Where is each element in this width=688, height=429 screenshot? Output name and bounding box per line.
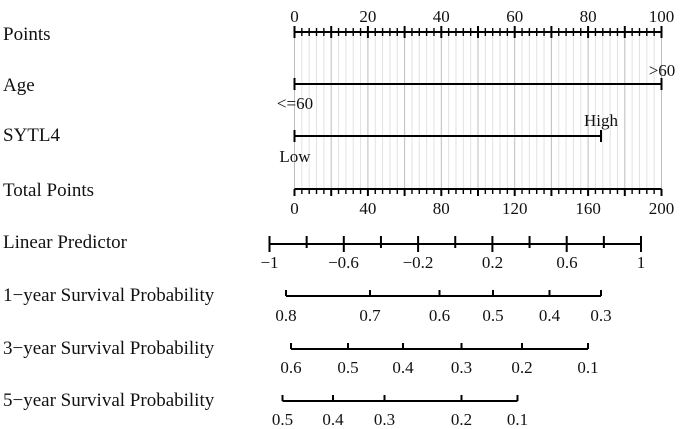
label-total-points: Total Points (3, 180, 94, 201)
gridlines (294, 32, 662, 189)
points-tick-label: 60 (506, 7, 523, 26)
label-points: Points (3, 24, 51, 45)
survival-3yr-axis: 0.6 0.5 0.4 0.3 0.2 0.1 (280, 343, 599, 377)
total-points-tick-label: 200 (649, 199, 675, 218)
survival-1yr-tick-label: 0.7 (359, 306, 381, 325)
linear-predictor-tick-label: 0.2 (482, 253, 503, 272)
points-axis-ticks (293, 26, 663, 38)
survival-5yr-tick-label: 0.3 (374, 410, 395, 429)
survival-3yr-tick-label: 0.1 (577, 358, 598, 377)
total-points-tick-label: 120 (502, 199, 528, 218)
linear-predictor-tick-label: −1 (260, 253, 278, 272)
total-points-tick-label: 0 (290, 199, 299, 218)
survival-1yr-tick-label: 0.6 (429, 306, 450, 325)
total-points-tick-label: 40 (359, 199, 376, 218)
survival-1yr-tick-label: 0.5 (482, 306, 503, 325)
label-1yr-survival: 1−year Survival Probability (3, 285, 215, 306)
survival-5yr-tick-label: 0.2 (451, 410, 472, 429)
points-tick-label: 20 (359, 7, 376, 26)
points-tick-label: 40 (433, 7, 450, 26)
total-points-tick-label: 80 (433, 199, 450, 218)
age-axis: >60 <=60 (277, 61, 675, 113)
label-sytl4: SYTL4 (3, 125, 61, 146)
total-points-ticks (293, 189, 663, 196)
survival-3yr-tick-label: 0.5 (337, 358, 358, 377)
survival-5yr-tick-label: 0.4 (322, 410, 344, 429)
survival-1yr-tick-label: 0.3 (590, 306, 611, 325)
survival-3yr-tick-label: 0.4 (392, 358, 414, 377)
sytl4-level-label: Low (279, 147, 311, 166)
label-linear-predictor: Linear Predictor (3, 232, 128, 253)
linear-predictor-tick-label: 1 (637, 253, 646, 272)
total-points-tick-label: 160 (575, 199, 601, 218)
survival-5yr-tick-label: 0.1 (507, 410, 528, 429)
points-tick-label: 80 (580, 7, 597, 26)
survival-1yr-axis: 0.8 0.7 0.6 0.5 0.4 0.3 (275, 290, 612, 325)
age-level-label: <=60 (277, 94, 313, 113)
survival-3yr-tick-label: 0.6 (280, 358, 301, 377)
sytl4-axis: High Low (279, 111, 618, 166)
points-axis: 0 20 40 60 80 100 (290, 7, 674, 38)
survival-5yr-tick-label: 0.5 (272, 410, 293, 429)
age-level-label: >60 (649, 61, 676, 80)
linear-predictor-ticks (268, 236, 642, 252)
survival-1yr-tick-label: 0.4 (539, 306, 561, 325)
survival-3yr-tick-label: 0.3 (451, 358, 472, 377)
survival-1yr-tick-label: 0.8 (275, 306, 296, 325)
survival-3yr-tick-label: 0.2 (511, 358, 532, 377)
label-age: Age (3, 75, 35, 96)
linear-predictor-tick-label: −0.2 (403, 253, 434, 272)
points-tick-label: 0 (290, 7, 299, 26)
linear-predictor-tick-label: −0.6 (328, 253, 359, 272)
linear-predictor-tick-label: 0.6 (556, 253, 577, 272)
points-tick-label: 100 (649, 7, 675, 26)
total-points-axis: 0 40 80 120 160 200 (290, 188, 675, 218)
sytl4-level-label: High (584, 111, 619, 130)
linear-predictor-axis: −1 −0.6 −0.2 0.2 0.6 1 (260, 236, 645, 272)
survival-5yr-axis: 0.5 0.4 0.3 0.2 0.1 (272, 395, 528, 429)
label-5yr-survival: 5−year Survival Probability (3, 390, 215, 411)
label-3yr-survival: 3−year Survival Probability (3, 338, 215, 359)
